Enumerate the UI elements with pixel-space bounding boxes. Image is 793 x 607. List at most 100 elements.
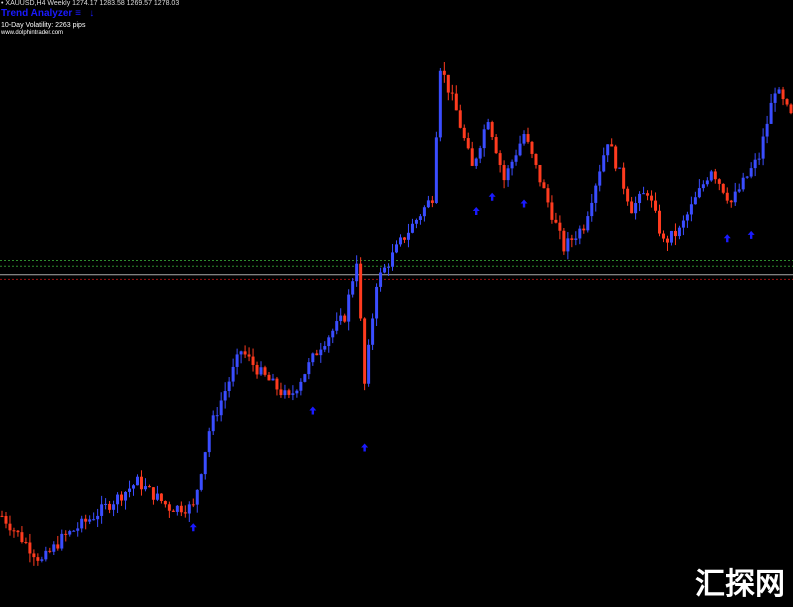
candle-body: [60, 533, 64, 549]
candle-body: [618, 167, 622, 169]
candle-body: [713, 171, 717, 180]
candle-body: [654, 200, 658, 211]
candle-body: [534, 153, 538, 165]
candle-body: [434, 137, 438, 203]
candle-body: [482, 129, 486, 149]
candle-body: [673, 230, 677, 237]
candle-body: [426, 200, 430, 208]
candle-body: [76, 528, 80, 531]
candle-body: [582, 228, 586, 231]
candle-body: [717, 179, 721, 184]
candle-body: [709, 171, 713, 181]
volatility-label: 10-Day Volatility: 2263 pips: [1, 22, 86, 29]
candle-body: [128, 488, 132, 492]
candle-body: [733, 191, 737, 203]
candle-body: [398, 237, 402, 245]
candle-body: [470, 148, 474, 166]
candle-body: [68, 531, 72, 535]
indicator-title: Trend Analyzer ≡ ↓: [1, 8, 94, 19]
candle-body: [219, 400, 223, 416]
candle-body: [530, 141, 534, 154]
website-label: www.dolphintrader.com: [1, 30, 64, 36]
candle-body: [697, 188, 701, 198]
candle-body: [283, 390, 287, 396]
candle-body: [179, 505, 183, 513]
candle-body: [721, 183, 725, 193]
candle-body: [566, 238, 570, 252]
candle-body: [550, 202, 554, 220]
candle-body: [20, 532, 24, 543]
candle-body: [159, 493, 163, 502]
candle-body: [303, 374, 307, 382]
candle-body: [538, 164, 542, 183]
candle-body: [132, 485, 136, 489]
candle-body: [749, 168, 753, 177]
candle-body: [418, 216, 422, 220]
buy-arrow-icon: [723, 234, 731, 243]
candle-body: [311, 353, 315, 363]
candle-body: [291, 393, 295, 395]
candle-body: [80, 518, 84, 529]
candle-body: [195, 489, 199, 505]
candle-body: [458, 110, 462, 128]
watermark-logo: 汇探网: [695, 567, 785, 602]
candle-body: [347, 294, 351, 322]
candle-body: [614, 146, 618, 169]
candle-body: [287, 390, 291, 395]
candle-body: [44, 550, 48, 560]
candle-body: [466, 138, 470, 149]
candle-body: [474, 158, 478, 166]
candle-body: [578, 228, 582, 239]
candle-body: [72, 530, 76, 532]
candle-body: [478, 148, 482, 159]
candle-body: [327, 337, 331, 347]
candle-body: [681, 220, 685, 228]
candle-body: [410, 223, 414, 233]
candle-body: [725, 192, 729, 201]
candle-body: [24, 542, 28, 544]
candle-body: [112, 504, 116, 510]
candle-body: [187, 504, 191, 514]
candle-body: [526, 134, 530, 142]
candle-body: [450, 92, 454, 94]
candle-body: [494, 137, 498, 154]
indicator-title-text: Trend Analyzer: [1, 8, 73, 19]
indicator-symbol: ≡: [75, 8, 81, 19]
candle-body: [462, 127, 466, 139]
trend-arrow-icon: ↓: [89, 8, 95, 19]
candle-body: [143, 486, 147, 490]
candle-body: [546, 188, 550, 203]
candle-body: [610, 144, 614, 147]
candle-body: [183, 512, 187, 514]
candle-body: [658, 210, 662, 234]
candle-body: [574, 238, 578, 240]
candle-body: [124, 491, 128, 501]
candle-body: [375, 286, 379, 319]
candle-body: [323, 346, 327, 350]
candle-body: [343, 315, 347, 322]
candle-body: [701, 184, 705, 189]
candle-body: [510, 161, 514, 169]
candle-body: [147, 486, 151, 488]
candle-body: [602, 155, 606, 172]
candle-body: [96, 515, 100, 520]
candle-body: [259, 367, 263, 375]
candle-body: [315, 353, 319, 356]
candle-body: [359, 263, 363, 319]
candle-body: [650, 195, 654, 201]
candle-body: [120, 494, 124, 501]
candle-body: [108, 503, 112, 510]
candle-body: [139, 476, 143, 490]
candle-body: [104, 503, 108, 505]
candle-body: [56, 544, 60, 549]
candle-body: [665, 238, 669, 243]
candle-body: [685, 214, 689, 221]
candle-body: [84, 518, 88, 522]
candle-body: [64, 533, 68, 535]
candle-body: [522, 134, 526, 144]
candle-body: [626, 188, 630, 202]
candle-body: [753, 159, 757, 169]
candle-body: [355, 263, 359, 282]
candle-body: [100, 504, 104, 516]
candle-body: [307, 362, 311, 375]
